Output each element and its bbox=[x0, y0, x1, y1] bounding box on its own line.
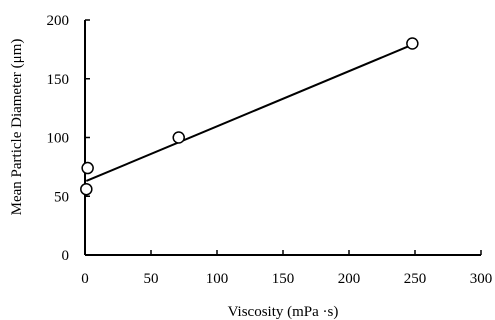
x-tick-label: 150 bbox=[272, 271, 295, 287]
y-tick-label: 0 bbox=[62, 248, 70, 264]
y-tick-label: 100 bbox=[47, 131, 70, 147]
trend-line bbox=[85, 43, 413, 182]
x-axis-title: Viscosity (mPa ·s) bbox=[228, 304, 339, 320]
y-axis-ticks: 0 50 100 150 200 bbox=[47, 13, 90, 264]
x-tick-label: 0 bbox=[81, 271, 89, 287]
x-tick-label: 200 bbox=[338, 271, 361, 287]
x-tick-label: 300 bbox=[470, 271, 493, 287]
x-tick-label: 250 bbox=[404, 271, 427, 287]
y-tick-label: 200 bbox=[47, 13, 70, 29]
data-point bbox=[406, 37, 419, 50]
x-tick-label: 50 bbox=[144, 271, 159, 287]
y-axis-title: Mean Particle Diameter (μm) bbox=[9, 39, 25, 216]
y-tick-label: 50 bbox=[54, 189, 69, 205]
data-point bbox=[81, 161, 94, 175]
y-tick-label: 150 bbox=[47, 72, 70, 88]
data-points bbox=[80, 37, 419, 196]
x-axis-ticks: 0 50 100 150 200 250 300 bbox=[81, 250, 492, 287]
data-point bbox=[80, 182, 93, 196]
x-tick-label: 100 bbox=[206, 271, 229, 287]
data-point bbox=[172, 131, 185, 144]
